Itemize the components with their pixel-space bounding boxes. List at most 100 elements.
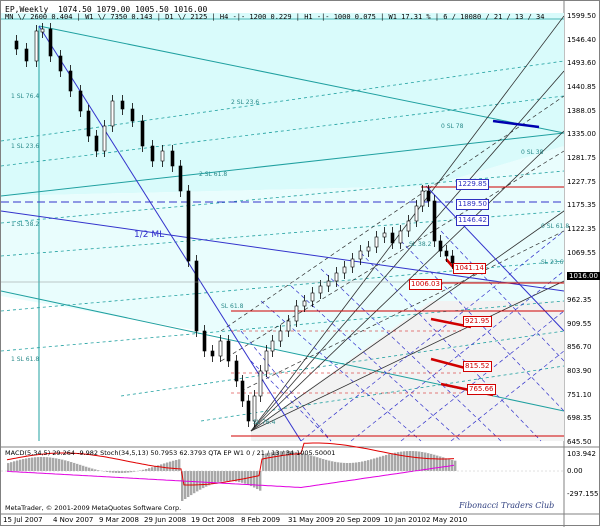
- candle-body: [367, 247, 370, 251]
- indicator-readout: MN \/ 2600 0.404 | W1 \/ 7350 0.143 | D1…: [5, 13, 544, 21]
- macd-histogram-bar: [151, 467, 153, 471]
- candle-body: [151, 146, 154, 161]
- price-level-tag: 1006.03: [409, 279, 442, 290]
- macd-histogram-bar: [415, 451, 417, 471]
- macd-histogram-bar: [64, 460, 66, 471]
- macd-histogram-bar: [238, 471, 240, 482]
- macd-histogram-bar: [370, 459, 372, 471]
- macd-histogram-bar: [388, 454, 390, 471]
- candle-body: [439, 241, 442, 251]
- candle-body: [235, 361, 238, 381]
- candle-body: [49, 29, 52, 56]
- macd-histogram-bar: [313, 456, 315, 471]
- price-axis-label: 1599.50: [567, 12, 596, 20]
- macd-histogram-bar: [73, 463, 75, 471]
- macd-histogram-bar: [391, 453, 393, 471]
- fan-label: SL 76.4: [253, 419, 275, 426]
- price-level-tag: 765.66: [467, 384, 496, 395]
- macd-histogram-bar: [421, 452, 423, 471]
- candle-body: [131, 109, 134, 121]
- macd-histogram-bar: [250, 471, 252, 486]
- macd-histogram-bar: [319, 458, 321, 471]
- fan-label: 0 SL 78: [441, 123, 463, 130]
- candle-body: [195, 261, 198, 331]
- watermark-text: Fibonacci Traders Club: [459, 501, 554, 510]
- price-axis-label: 1227.75: [567, 178, 596, 186]
- fan-label: 0 SL 38: [521, 149, 543, 156]
- macd-histogram-bar: [379, 457, 381, 471]
- macd-histogram-bar: [40, 457, 42, 471]
- candle-body: [247, 401, 250, 421]
- macd-histogram-bar: [325, 460, 327, 471]
- macd-histogram-bar: [52, 458, 54, 471]
- candle-body: [211, 351, 214, 356]
- candle-body: [179, 166, 182, 191]
- candle-body: [319, 286, 322, 293]
- subwindow-title: MACD(5,34,5) 29.264 -9.982 Stoch(34,5,13…: [5, 449, 335, 457]
- macd-histogram-bar: [409, 451, 411, 471]
- macd-histogram-bar: [226, 471, 228, 481]
- macd-histogram-bar: [316, 457, 318, 471]
- price-axis-label: 962.35: [567, 296, 592, 304]
- candle-body: [227, 341, 230, 361]
- macd-histogram-bar: [373, 458, 375, 471]
- macd-histogram-bar: [427, 453, 429, 471]
- macd-histogram-bar: [331, 461, 333, 471]
- candle-body: [335, 273, 338, 281]
- macd-histogram-bar: [88, 468, 90, 471]
- candle-body: [445, 251, 448, 256]
- candle-body: [287, 321, 290, 331]
- macd-histogram-bar: [343, 463, 345, 471]
- macd-histogram-bar: [118, 471, 120, 473]
- candle-body: [415, 206, 418, 221]
- macd-histogram-bar: [70, 462, 72, 471]
- candle-body: [69, 71, 72, 91]
- macd-histogram-bar: [49, 457, 51, 471]
- macd-histogram-bar: [361, 462, 363, 471]
- fan-label: 1 SL 61.8: [11, 356, 39, 363]
- candle-body: [203, 331, 206, 351]
- macd-histogram-bar: [334, 462, 336, 471]
- candle-body: [35, 31, 38, 61]
- macd-histogram-bar: [112, 471, 114, 473]
- subwindow-axis-label: -297.155: [567, 490, 598, 498]
- macd-histogram-bar: [328, 461, 330, 471]
- price-axis-label: 1016.00: [567, 272, 600, 280]
- price-axis-label: 1493.60: [567, 59, 596, 67]
- macd-histogram-bar: [121, 471, 123, 473]
- macd-histogram-bar: [61, 460, 63, 471]
- fan-label: 1 SL 38.2: [11, 221, 39, 228]
- candle-body: [451, 256, 454, 263]
- macd-histogram-bar: [364, 461, 366, 471]
- macd-histogram-bar: [385, 455, 387, 471]
- macd-histogram-bar: [31, 458, 33, 471]
- candle-body: [25, 49, 28, 61]
- macd-histogram-bar: [244, 471, 246, 484]
- price-level-tag: 1189.50: [456, 199, 489, 210]
- macd-histogram-bar: [34, 457, 36, 471]
- macd-histogram-bar: [340, 463, 342, 471]
- macd-histogram-bar: [25, 458, 27, 471]
- macd-histogram-bar: [58, 459, 60, 471]
- price-axis-label: 856.70: [567, 343, 592, 351]
- macd-histogram-bar: [199, 471, 201, 490]
- macd-histogram-bar: [19, 460, 21, 471]
- macd-histogram-bar: [7, 463, 9, 471]
- macd-histogram-bar: [28, 458, 30, 471]
- candle-body: [427, 191, 430, 201]
- price-axis-label: 1281.75: [567, 154, 596, 162]
- price-level-tag: 1041.14: [453, 263, 486, 274]
- candle-body: [41, 29, 44, 32]
- candle-body: [87, 111, 90, 136]
- time-axis-label: 15 Jul 2007: [3, 516, 43, 524]
- price-axis-label: 1335.00: [567, 130, 596, 138]
- macd-histogram-bar: [22, 459, 24, 471]
- candle-body: [383, 233, 386, 237]
- fan-label: SL 61.8: [221, 303, 243, 310]
- macd-histogram-bar: [355, 462, 357, 471]
- fan-label: 1 SL 23.6: [11, 143, 39, 150]
- macd-histogram-bar: [256, 471, 258, 489]
- median-line-label: 1/2 ML: [134, 230, 164, 240]
- macd-histogram-bar: [400, 452, 402, 471]
